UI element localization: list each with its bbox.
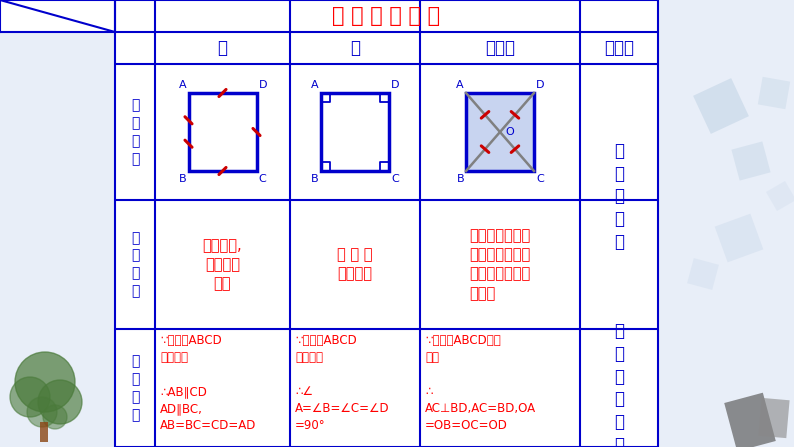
Text: B: B <box>311 174 319 184</box>
Text: 轴
对
称
图
形: 轴 对 称 图 形 <box>614 142 624 251</box>
Bar <box>715 214 763 262</box>
Text: 对称性: 对称性 <box>604 39 634 57</box>
Text: 对角线互相垂直
平分且相等，每
条对角线平分一
组对角: 对角线互相垂直 平分且相等，每 条对角线平分一 组对角 <box>469 228 530 301</box>
Bar <box>693 78 749 134</box>
Bar <box>466 93 534 171</box>
Text: 对角线: 对角线 <box>485 39 515 57</box>
Text: ∵四边形ABCD是正
方形

∴
AC⊥BD,AC=BD,OA
=OB=OC=OD: ∵四边形ABCD是正 方形 ∴ AC⊥BD,AC=BD,OA =OB=OC=OD <box>425 334 536 432</box>
Circle shape <box>15 352 75 412</box>
Text: A: A <box>311 80 319 90</box>
Text: A: A <box>457 80 464 90</box>
Bar <box>0 0 115 32</box>
Text: 角: 角 <box>350 39 360 57</box>
Bar <box>321 93 389 171</box>
Circle shape <box>27 397 57 427</box>
Bar <box>731 141 771 181</box>
Text: 正 方 形 的 性 质: 正 方 形 的 性 质 <box>333 6 441 26</box>
Bar <box>40 422 48 442</box>
Text: D: D <box>259 80 267 90</box>
Text: 边: 边 <box>218 39 228 57</box>
Text: 中
心
对
称
图
形: 中 心 对 称 图 形 <box>614 322 624 447</box>
Bar <box>724 392 776 447</box>
Text: B: B <box>457 174 464 184</box>
Bar <box>766 181 794 211</box>
Text: 符
号
语
言: 符 号 语 言 <box>131 354 139 422</box>
Text: ∵四边形ABCD
是正方形

∴AB∥CD
AD∥BC,
AB=BC=CD=AD: ∵四边形ABCD 是正方形 ∴AB∥CD AD∥BC, AB=BC=CD=AD <box>160 334 256 432</box>
Bar <box>115 0 658 447</box>
Circle shape <box>10 377 50 417</box>
Text: O: O <box>505 127 514 137</box>
Circle shape <box>43 405 67 429</box>
Text: 四 个 角
都是直角: 四 个 角 都是直角 <box>337 247 372 282</box>
Circle shape <box>38 380 82 424</box>
Text: 文
字
语
言: 文 字 语 言 <box>131 231 139 298</box>
Text: C: C <box>536 174 544 184</box>
Text: D: D <box>536 80 545 90</box>
Text: A: A <box>179 80 187 90</box>
Bar <box>188 93 256 171</box>
Bar <box>758 398 789 438</box>
Text: D: D <box>391 80 399 90</box>
Bar <box>757 77 790 109</box>
Bar <box>687 258 719 290</box>
Text: 对边平行,
四条边都
相等: 对边平行, 四条边都 相等 <box>202 238 242 291</box>
Text: ∵四边形ABCD
是正方形

∴∠
A=∠B=∠C=∠D
=90°: ∵四边形ABCD 是正方形 ∴∠ A=∠B=∠C=∠D =90° <box>295 334 390 432</box>
Text: B: B <box>179 174 187 184</box>
Text: C: C <box>391 174 399 184</box>
Text: 图
形
语
言: 图 形 语 言 <box>131 98 139 166</box>
Text: C: C <box>259 174 266 184</box>
